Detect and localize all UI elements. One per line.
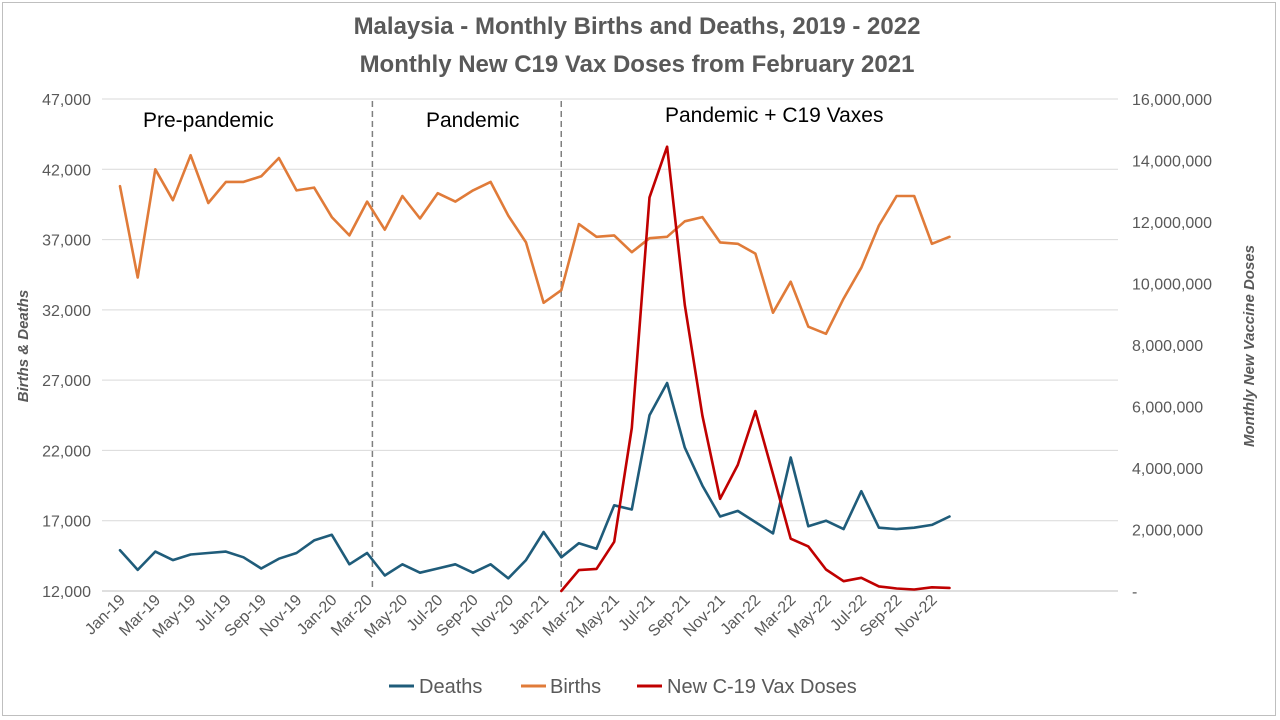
left-tick-label: 42,000 (42, 162, 91, 179)
right-tick-label: 10,000,000 (1132, 277, 1212, 294)
left-axis-ticks: 12,000 17,000 22,000 27,000 32,000 37,000 42,0… (42, 92, 91, 601)
series-lines (118, 145, 951, 593)
series-line (559, 145, 951, 593)
right-tick-label: 8,000,000 (1132, 338, 1203, 355)
left-axis-title: Births & Deaths (15, 290, 32, 403)
legend-label: Deaths (419, 676, 482, 698)
legend: Deaths Births New C-19 Vax Doses (389, 676, 857, 698)
phase-markers: Pre-pandemic Pandemic Pandemic + C19 Vaxes (143, 101, 883, 591)
legend-label: Births (550, 676, 601, 698)
legend-label: New C-19 Vax Doses (667, 676, 857, 698)
chart-subtitle: Monthly New C19 Vax Doses from February … (360, 51, 915, 78)
right-tick-label: 16,000,000 (1132, 92, 1212, 109)
right-tick-label: - (1132, 584, 1137, 601)
left-tick-label: 32,000 (42, 303, 91, 320)
right-tick-label: 2,000,000 (1132, 523, 1203, 540)
left-tick-label: 27,000 (42, 373, 91, 390)
left-tick-label: 37,000 (42, 233, 91, 250)
right-tick-label: 12,000,000 (1132, 215, 1212, 232)
chart-title: Malaysia - Monthly Births and Deaths, 20… (354, 13, 921, 40)
gridlines (102, 98, 1118, 592)
left-tick-label: 22,000 (42, 443, 91, 460)
x-axis-ticks: Jan-19Mar-19May-19Jul-19Sep-19Nov-19Jan-… (82, 592, 941, 642)
phase-label: Pre-pandemic (143, 109, 274, 132)
left-tick-label: 47,000 (42, 92, 91, 109)
right-tick-label: 14,000,000 (1132, 154, 1212, 171)
right-tick-label: 6,000,000 (1132, 400, 1203, 417)
right-axis-ticks: - 2,000,000 4,000,000 6,000,000 8,000,000 10,… (1132, 92, 1212, 601)
series-line (118, 381, 951, 580)
series-line (118, 153, 951, 336)
left-tick-label: 12,000 (42, 584, 91, 601)
phase-label: Pandemic (426, 109, 519, 132)
right-tick-label: 4,000,000 (1132, 461, 1203, 478)
right-axis-title: Monthly New Vaccine Doses (1241, 245, 1258, 447)
left-tick-label: 17,000 (42, 514, 91, 531)
phase-label: Pandemic + C19 Vaxes (665, 104, 883, 127)
